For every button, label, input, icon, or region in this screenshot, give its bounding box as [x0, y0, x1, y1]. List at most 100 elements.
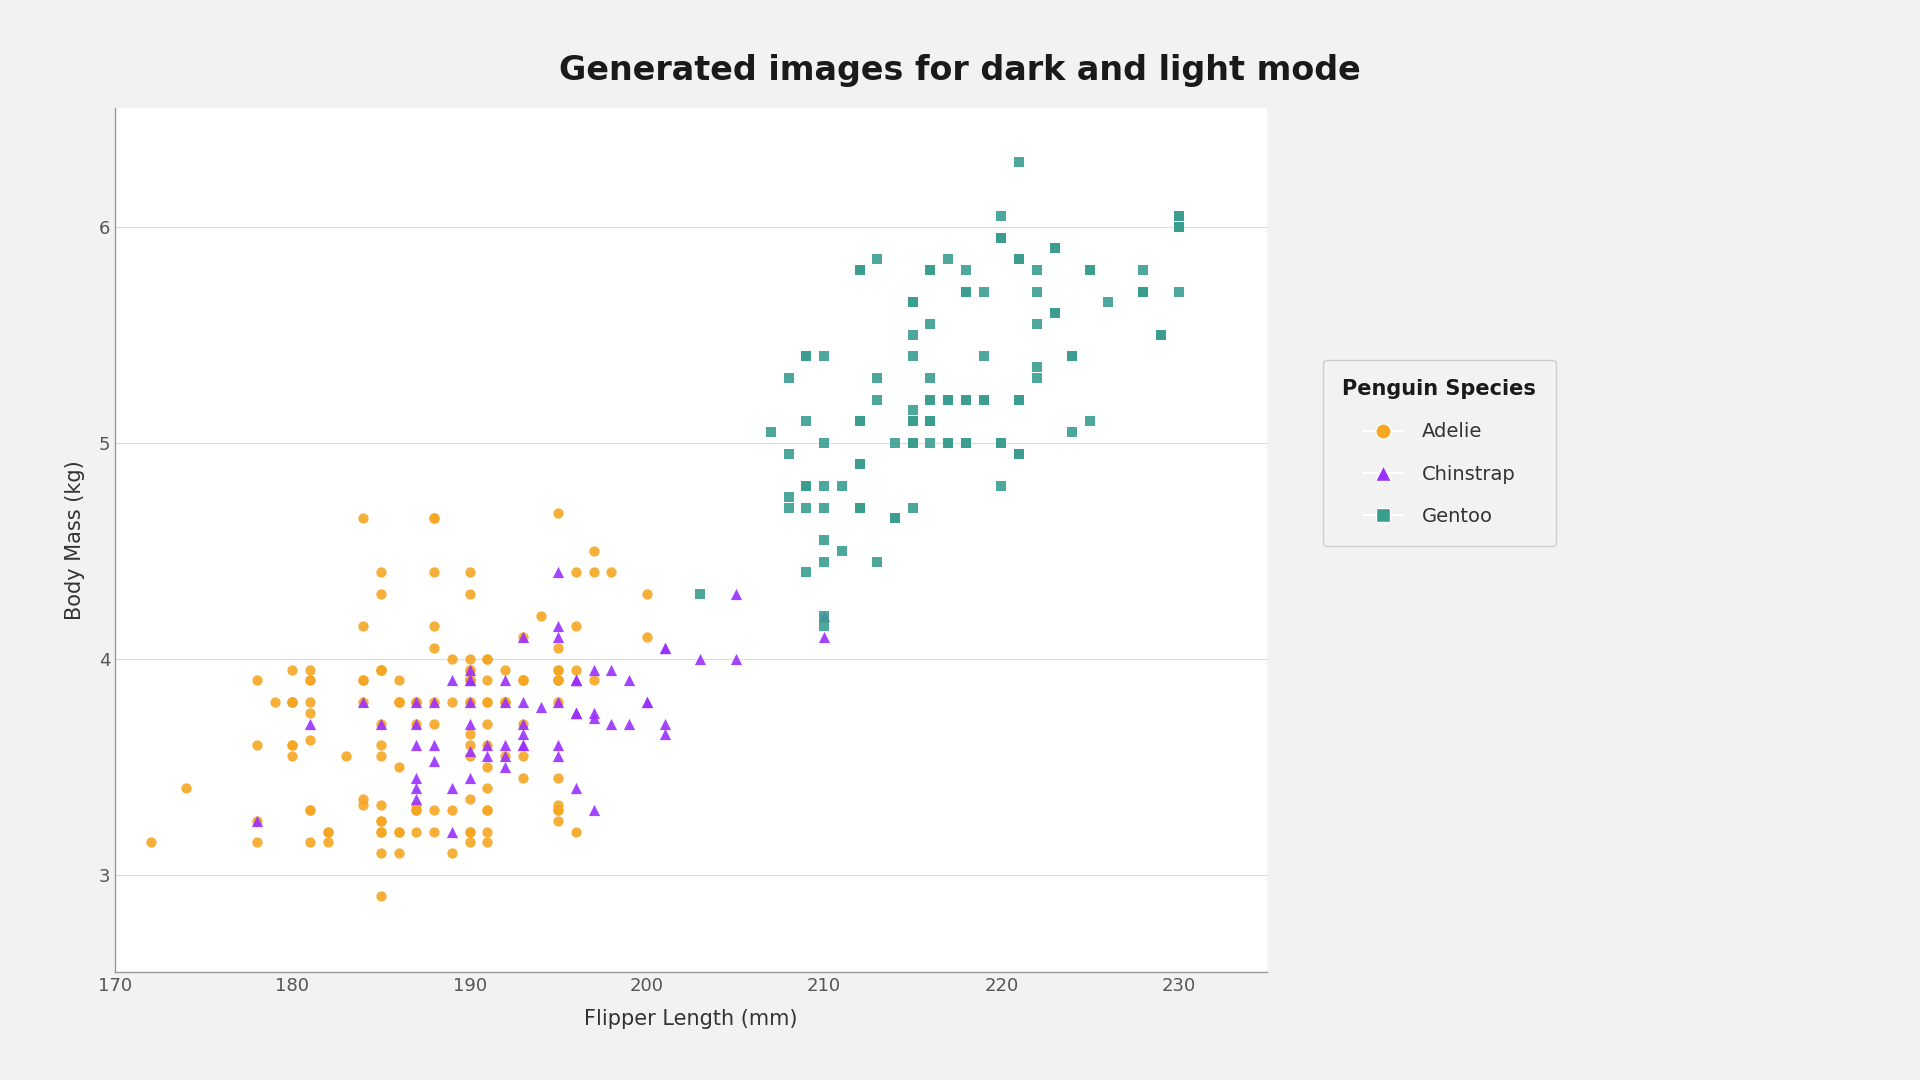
Point: [543, 672, 574, 689]
Point: [808, 531, 839, 549]
Point: [826, 477, 856, 495]
Point: [987, 229, 1018, 246]
Point: [242, 812, 273, 829]
Point: [365, 564, 396, 581]
Point: [879, 510, 910, 527]
Point: [987, 207, 1018, 225]
Point: [897, 434, 927, 451]
Point: [916, 315, 947, 333]
Point: [401, 823, 432, 840]
Point: [561, 672, 591, 689]
Point: [348, 510, 378, 527]
Point: [720, 650, 751, 667]
Point: [296, 672, 326, 689]
Point: [436, 693, 467, 711]
Point: [401, 769, 432, 786]
Point: [933, 434, 964, 451]
Point: [242, 834, 273, 851]
Point: [987, 434, 1018, 451]
Point: [826, 542, 856, 559]
Point: [455, 693, 486, 711]
Point: [543, 801, 574, 819]
Point: [472, 834, 503, 851]
Point: [1127, 283, 1158, 300]
Point: [455, 661, 486, 678]
Point: [507, 629, 538, 646]
Point: [774, 445, 804, 462]
Point: [916, 413, 947, 430]
Point: [543, 618, 574, 635]
Point: [455, 726, 486, 743]
Point: [455, 672, 486, 689]
Point: [507, 747, 538, 765]
Point: [987, 477, 1018, 495]
Point: [296, 834, 326, 851]
Legend: Adelie, Chinstrap, Gentoo: Adelie, Chinstrap, Gentoo: [1323, 360, 1555, 545]
Point: [507, 737, 538, 754]
Point: [897, 326, 927, 343]
Point: [401, 693, 432, 711]
Point: [543, 564, 574, 581]
Point: [384, 823, 415, 840]
Point: [384, 693, 415, 711]
Point: [950, 434, 981, 451]
Point: [632, 629, 662, 646]
Point: [1039, 240, 1069, 257]
Point: [455, 661, 486, 678]
Point: [578, 710, 609, 727]
Point: [365, 661, 396, 678]
Point: [649, 639, 680, 657]
Point: [933, 391, 964, 408]
Point: [897, 413, 927, 430]
Point: [561, 704, 591, 721]
Point: [632, 693, 662, 711]
Point: [472, 801, 503, 819]
Point: [455, 564, 486, 581]
Point: [455, 823, 486, 840]
Point: [171, 780, 202, 797]
Point: [472, 650, 503, 667]
Point: [595, 715, 626, 732]
Point: [897, 348, 927, 365]
Point: [1164, 218, 1194, 235]
Point: [950, 283, 981, 300]
Point: [1164, 283, 1194, 300]
Point: [1056, 348, 1087, 365]
Point: [543, 801, 574, 819]
Point: [455, 769, 486, 786]
Point: [1004, 445, 1035, 462]
Point: [578, 704, 609, 721]
Point: [507, 737, 538, 754]
Point: [419, 737, 449, 754]
Point: [401, 791, 432, 808]
Point: [808, 499, 839, 516]
Point: [348, 796, 378, 813]
Point: [276, 661, 307, 678]
Point: [365, 823, 396, 840]
Point: [436, 650, 467, 667]
Point: [507, 769, 538, 786]
Point: [1039, 305, 1069, 322]
Point: [455, 834, 486, 851]
Point: [419, 753, 449, 770]
Point: [384, 693, 415, 711]
Point: [472, 758, 503, 775]
Point: [348, 693, 378, 711]
Point: [472, 801, 503, 819]
Point: [862, 391, 893, 408]
Point: [490, 737, 520, 754]
Point: [808, 607, 839, 624]
Point: [897, 499, 927, 516]
Point: [774, 369, 804, 387]
Point: [1004, 153, 1035, 171]
Point: [313, 823, 344, 840]
Point: [419, 715, 449, 732]
Point: [897, 294, 927, 311]
Point: [490, 661, 520, 678]
Point: [455, 747, 486, 765]
Point: [543, 796, 574, 813]
Point: [543, 672, 574, 689]
Point: [916, 391, 947, 408]
Point: [845, 413, 876, 430]
Point: [1075, 261, 1106, 279]
